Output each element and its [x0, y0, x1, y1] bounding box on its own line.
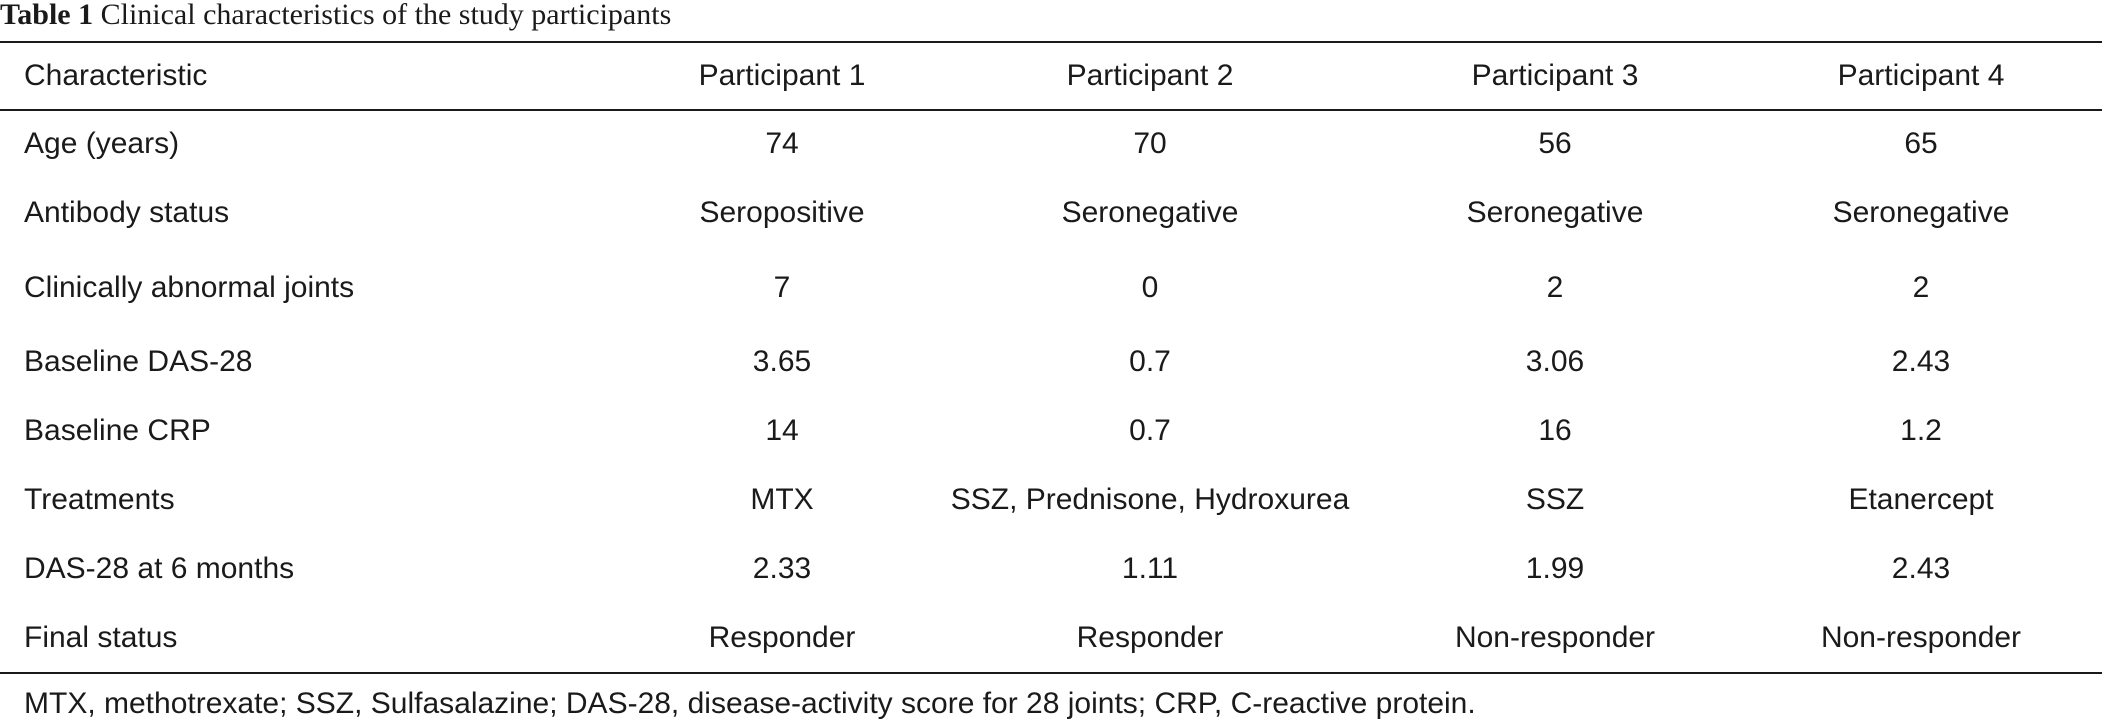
table-bottom-rule — [0, 672, 2102, 674]
row-label: Clinically abnormal joints — [24, 271, 355, 304]
table-caption-label: Table 1 — [0, 0, 94, 31]
table-cell: 74 — [765, 127, 799, 160]
table-cell: 2.43 — [1891, 345, 1951, 378]
table-cell: 0.7 — [1129, 345, 1171, 378]
table-cell: 70 — [1133, 127, 1167, 160]
table-cell: Seronegative — [1832, 196, 2010, 229]
row-label: DAS-28 at 6 months — [24, 552, 295, 585]
table-cell: 2.33 — [752, 552, 812, 585]
table-caption: Table 1 Clinical characteristics of the … — [0, 0, 671, 40]
row-label: Antibody status — [24, 196, 230, 229]
table-cell: SSZ, Prednisone, Hydroxurea — [950, 483, 1350, 516]
table-cell: Non-responder — [1454, 621, 1656, 654]
header-participant-1: Participant 1 — [698, 59, 866, 92]
table-cell: 16 — [1538, 414, 1572, 447]
header-participant-3: Participant 3 — [1471, 59, 1639, 92]
row-label: Age (years) — [24, 127, 180, 160]
table-footnote: MTX, methotrexate; SSZ, Sulfasalazine; D… — [24, 687, 1476, 720]
table-cell: Etanercept — [1848, 483, 1994, 516]
table-cell: 3.65 — [752, 345, 812, 378]
table-cell: 2.43 — [1891, 552, 1951, 585]
header-participant-4: Participant 4 — [1837, 59, 2005, 92]
row-label: Baseline DAS-28 — [24, 345, 253, 378]
table-cell: 2 — [1546, 271, 1564, 304]
table-cell: Responder — [1076, 621, 1224, 654]
header-participant-2: Participant 2 — [1066, 59, 1234, 92]
table-cell: 14 — [765, 414, 799, 447]
table-cell: 0.7 — [1129, 414, 1171, 447]
table-cell: 56 — [1538, 127, 1572, 160]
table-cell: 3.06 — [1525, 345, 1585, 378]
row-label: Baseline CRP — [24, 414, 211, 447]
table-header-rule — [0, 109, 2102, 111]
header-characteristic: Characteristic — [24, 59, 208, 92]
table-cell: Seronegative — [1061, 196, 1239, 229]
table-top-rule — [0, 41, 2102, 43]
table-cell: Seropositive — [699, 196, 865, 229]
table-cell: 1.99 — [1525, 552, 1585, 585]
table-cell: Responder — [708, 621, 856, 654]
table-cell: Non-responder — [1820, 621, 2022, 654]
table-cell: 7 — [773, 271, 791, 304]
table-cell: Seronegative — [1466, 196, 1644, 229]
table-cell: 1.2 — [1900, 414, 1942, 447]
table-cell: 2 — [1912, 271, 1930, 304]
table-cell: 65 — [1904, 127, 1938, 160]
table-cell: SSZ — [1525, 483, 1585, 516]
table-cell: 1.11 — [1121, 552, 1179, 585]
table-caption-title: Clinical characteristics of the study pa… — [100, 0, 672, 31]
row-label: Final status — [24, 621, 178, 654]
row-label: Treatments — [24, 483, 175, 516]
table-cell: MTX — [750, 483, 814, 516]
table-cell: 0 — [1141, 271, 1159, 304]
